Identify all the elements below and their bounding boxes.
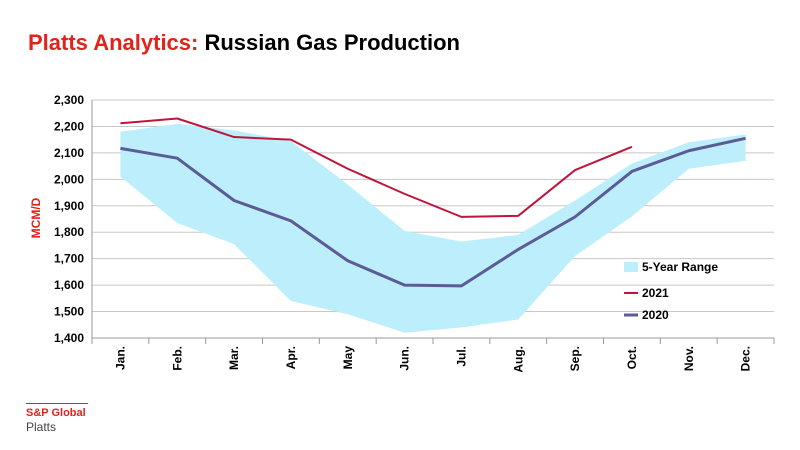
logo-rule bbox=[26, 403, 88, 404]
x-tick-label: Aug. bbox=[511, 346, 525, 373]
y-tick-label: 1,500 bbox=[54, 305, 84, 319]
y-tick-label: 1,700 bbox=[54, 252, 84, 266]
x-tick-label: Mar. bbox=[227, 346, 241, 370]
axes bbox=[91, 100, 775, 344]
legend: 5-Year Range 2021 2020 bbox=[624, 260, 718, 322]
x-tick-label: May bbox=[341, 346, 355, 370]
x-tick-label: Jul. bbox=[454, 346, 468, 367]
x-tick-label: Jan. bbox=[113, 346, 127, 370]
y-tick-label: 1,900 bbox=[54, 199, 84, 213]
range-band bbox=[120, 123, 746, 333]
x-tick-label: Sep. bbox=[568, 346, 582, 371]
y-tick-label: 2,100 bbox=[54, 146, 84, 160]
x-tick-label: Oct. bbox=[625, 346, 639, 369]
y-tick-label: 1,400 bbox=[54, 331, 84, 345]
legend-label-2021: 2021 bbox=[642, 286, 669, 300]
x-tick-label: Apr. bbox=[284, 346, 298, 369]
range-area bbox=[120, 123, 746, 333]
x-tick-label: Feb. bbox=[170, 346, 184, 371]
x-tick-label: Dec. bbox=[739, 346, 753, 371]
legend-label-2020: 2020 bbox=[642, 308, 669, 322]
series-line-2021 bbox=[120, 117, 633, 218]
series-lines bbox=[120, 117, 746, 288]
logo-line1: S&P Global bbox=[26, 407, 86, 419]
y-tick-label: 1,600 bbox=[54, 278, 84, 292]
x-tick-labels: Jan. Feb. Mar. Apr. May Jun. Jul. Aug. Sep. Oct. N… bbox=[113, 346, 752, 373]
title-brand: Platts Analytics: bbox=[28, 30, 199, 55]
title-text: Russian Gas Production bbox=[204, 30, 460, 55]
x-tick-label: Nov. bbox=[682, 346, 696, 371]
y-axis-label: MCM/D bbox=[29, 197, 43, 238]
y-tick-label: 1,800 bbox=[54, 225, 84, 239]
logo-line2: Platts bbox=[26, 420, 57, 434]
y-tick-label: 2,200 bbox=[54, 119, 84, 133]
legend-swatch-range bbox=[624, 262, 638, 272]
sp-global-platts-logo: S&P Global Platts bbox=[26, 403, 88, 434]
y-tick-label: 2,300 bbox=[54, 93, 84, 107]
series-line-2020 bbox=[120, 136, 746, 288]
y-tick-label: 2,000 bbox=[54, 172, 84, 186]
legend-label-range: 5-Year Range bbox=[642, 260, 718, 274]
page-title: Platts Analytics: Russian Gas Production bbox=[28, 30, 460, 56]
y-tick-labels: 1,400 1,500 1,600 1,700 1,800 1,900 2,000 2,100… bbox=[54, 93, 84, 345]
x-tick-label: Jun. bbox=[398, 346, 412, 371]
